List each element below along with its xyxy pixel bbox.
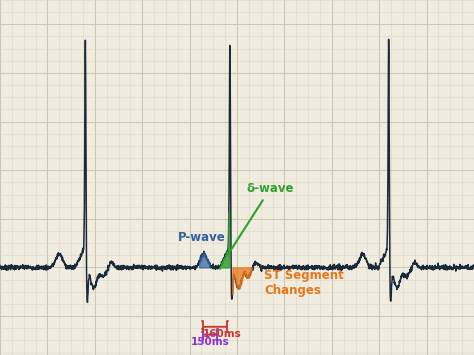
Text: δ-wave: δ-wave xyxy=(228,182,294,255)
Text: ST Segment
Changes: ST Segment Changes xyxy=(264,269,344,297)
Text: P-wave: P-wave xyxy=(178,231,226,244)
Text: 160ms: 160ms xyxy=(203,329,242,339)
Text: 150ms: 150ms xyxy=(191,337,229,347)
